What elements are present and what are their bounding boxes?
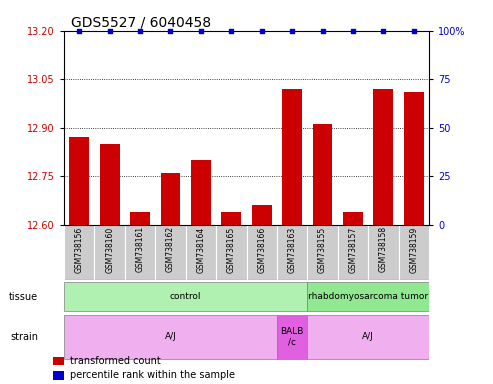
Bar <box>191 160 211 225</box>
Point <box>288 28 296 34</box>
Text: GSM738165: GSM738165 <box>227 226 236 273</box>
Text: BALB
/c: BALB /c <box>281 327 304 347</box>
Bar <box>404 92 423 225</box>
Text: A/J: A/J <box>165 333 176 341</box>
Text: A/J: A/J <box>362 333 374 341</box>
Text: GSM738163: GSM738163 <box>287 226 297 273</box>
Text: GSM738156: GSM738156 <box>75 226 84 273</box>
Text: rhabdomyosarcoma tumor: rhabdomyosarcoma tumor <box>308 292 428 301</box>
Point <box>136 28 144 34</box>
Text: GSM738166: GSM738166 <box>257 226 266 273</box>
Point <box>410 28 418 34</box>
Bar <box>343 212 363 225</box>
Text: GSM738157: GSM738157 <box>349 226 357 273</box>
Text: tissue: tissue <box>9 291 38 302</box>
Text: GSM738160: GSM738160 <box>105 226 114 273</box>
Bar <box>307 225 338 280</box>
Point <box>349 28 357 34</box>
Text: GSM738155: GSM738155 <box>318 226 327 273</box>
Bar <box>95 225 125 280</box>
Bar <box>277 315 307 359</box>
Bar <box>161 173 180 225</box>
Bar <box>307 315 429 359</box>
Bar <box>277 225 307 280</box>
Point <box>258 28 266 34</box>
Bar <box>216 225 246 280</box>
Bar <box>246 225 277 280</box>
Text: GSM738158: GSM738158 <box>379 226 388 272</box>
Text: control: control <box>170 292 202 301</box>
Bar <box>130 212 150 225</box>
Bar <box>398 225 429 280</box>
Text: GSM738161: GSM738161 <box>136 226 144 272</box>
Point <box>167 28 175 34</box>
Bar <box>368 225 398 280</box>
Bar <box>313 124 332 225</box>
Bar <box>70 137 89 225</box>
Text: strain: strain <box>10 332 38 342</box>
Text: GSM738162: GSM738162 <box>166 226 175 272</box>
Text: GDS5527 / 6040458: GDS5527 / 6040458 <box>71 16 211 30</box>
Text: GSM738164: GSM738164 <box>196 226 206 273</box>
Text: GSM738159: GSM738159 <box>409 226 418 273</box>
Bar <box>373 89 393 225</box>
Bar <box>125 225 155 280</box>
Bar <box>221 212 241 225</box>
Bar <box>100 144 120 225</box>
Bar <box>338 225 368 280</box>
Bar <box>252 205 272 225</box>
Point <box>106 28 113 34</box>
Text: transformed count: transformed count <box>70 356 161 366</box>
Bar <box>307 282 429 311</box>
Point <box>227 28 235 34</box>
Bar <box>186 225 216 280</box>
Bar <box>282 89 302 225</box>
Bar <box>64 225 95 280</box>
Point <box>75 28 83 34</box>
Bar <box>64 315 277 359</box>
Bar <box>155 225 186 280</box>
Bar <box>54 356 64 365</box>
Bar <box>54 371 64 380</box>
Point <box>197 28 205 34</box>
Text: percentile rank within the sample: percentile rank within the sample <box>70 371 235 381</box>
Point <box>318 28 326 34</box>
Point <box>380 28 387 34</box>
Bar <box>64 282 307 311</box>
